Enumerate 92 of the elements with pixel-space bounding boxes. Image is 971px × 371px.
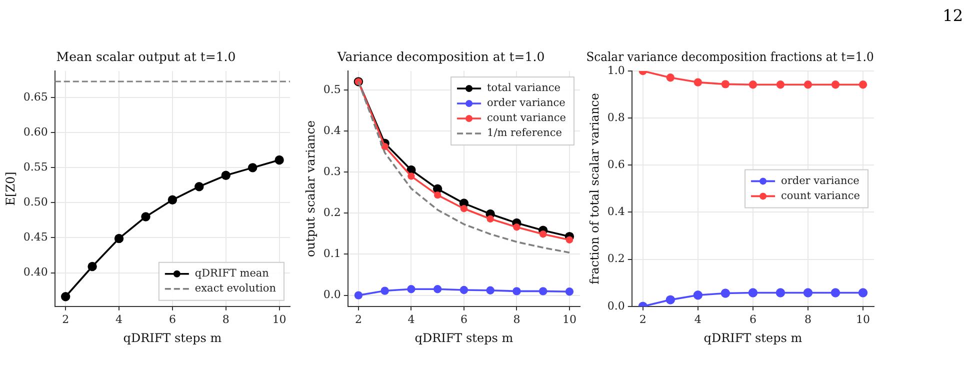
point [141, 212, 150, 222]
point [776, 288, 786, 298]
y-tick-label: 1.0 [607, 64, 625, 77]
point [434, 191, 442, 199]
point [88, 262, 97, 272]
point [407, 285, 416, 294]
y-tick-label: 0.60 [23, 126, 48, 139]
point [513, 224, 520, 231]
point [248, 163, 258, 172]
point [460, 286, 468, 294]
y-tick-label: 0.2 [323, 206, 341, 220]
point [221, 170, 230, 180]
point [114, 234, 124, 244]
legend-label: order variance [487, 97, 566, 110]
x-tick-label: 4 [408, 312, 415, 326]
y-tick-label: 0.65 [23, 90, 48, 104]
point [565, 288, 574, 296]
point [566, 236, 574, 244]
point [512, 287, 521, 296]
x-tick-label: 8 [222, 312, 230, 326]
legend-label: 1/m reference [487, 127, 562, 140]
point [168, 195, 178, 205]
x-tick-label: 6 [749, 312, 756, 326]
y-axis-title: output scalar variance [303, 120, 318, 258]
point [858, 80, 868, 89]
point [486, 286, 494, 294]
x-axis-title: qDRIFT steps m [123, 330, 222, 345]
y-tick-label: 0.0 [607, 299, 625, 312]
y-tick-label: 0.55 [23, 160, 48, 174]
legend-label: total variance [487, 82, 560, 94]
point [194, 182, 204, 192]
y-tick-label: 0.3 [323, 164, 341, 178]
x-tick-label: 10 [856, 312, 870, 326]
y-tick-label: 0.4 [323, 124, 341, 137]
x-tick-label: 4 [694, 312, 702, 326]
y-tick-label: 0.1 [323, 247, 341, 260]
chart-title: Mean scalar output at t=1.0 [56, 48, 236, 64]
y-tick-label: 0.50 [23, 196, 48, 209]
point [380, 286, 389, 295]
x-tick-label: 10 [562, 312, 576, 326]
chart-title: Variance decomposition at t=1.0 [336, 48, 545, 64]
legend-label: qDRIFT mean [194, 268, 270, 280]
y-tick-label: 0.45 [23, 230, 48, 244]
x-tick-label: 6 [460, 312, 468, 326]
point [831, 80, 840, 89]
legend-label: count variance [487, 112, 566, 124]
x-tick-label: 6 [168, 312, 176, 326]
point [858, 288, 868, 298]
y-axis-title: E[Z0] [3, 172, 18, 206]
y-tick-label: 0.2 [607, 252, 625, 266]
y-tick-label: 0.0 [323, 288, 341, 302]
point [538, 287, 548, 296]
y-tick-label: 0.4 [607, 205, 625, 218]
point [460, 205, 468, 212]
point [748, 80, 758, 89]
x-axis-title: qDRIFT steps m [704, 330, 803, 345]
x-tick-label: 10 [272, 312, 286, 326]
x-tick-label: 2 [62, 312, 70, 326]
point [804, 80, 812, 89]
point [830, 288, 840, 298]
y-axis-title: fraction of total scalar variance [587, 92, 602, 284]
point [694, 78, 702, 86]
text: 12 [942, 6, 963, 25]
point [354, 291, 363, 300]
x-tick-label: 2 [639, 312, 646, 326]
legend-label: count variance [781, 190, 860, 202]
point [539, 230, 547, 238]
legend-label: order variance [781, 174, 860, 187]
point [274, 155, 284, 165]
point [776, 80, 785, 89]
chart-title: Scalar variance decomposition fractions at t=1.0 [586, 49, 874, 64]
point [60, 292, 70, 302]
y-tick-label: 0.40 [23, 266, 48, 279]
x-tick-label: 2 [354, 312, 362, 326]
point [486, 215, 494, 222]
point [803, 288, 813, 298]
point [666, 295, 676, 304]
point [433, 285, 442, 294]
legend-label: exact evolution [194, 282, 276, 295]
x-axis-title: qDRIFT steps m [414, 330, 514, 345]
x-tick-label: 8 [804, 312, 812, 326]
point [721, 80, 730, 88]
y-tick-label: 0.5 [323, 82, 341, 96]
point [748, 288, 758, 298]
y-tick-label: 0.8 [607, 110, 625, 124]
x-tick-label: 4 [116, 312, 123, 326]
y-tick-label: 0.6 [607, 158, 625, 172]
point [720, 288, 730, 298]
x-tick-label: 8 [513, 312, 520, 326]
point [666, 73, 675, 82]
point [408, 172, 415, 180]
point [693, 290, 703, 300]
